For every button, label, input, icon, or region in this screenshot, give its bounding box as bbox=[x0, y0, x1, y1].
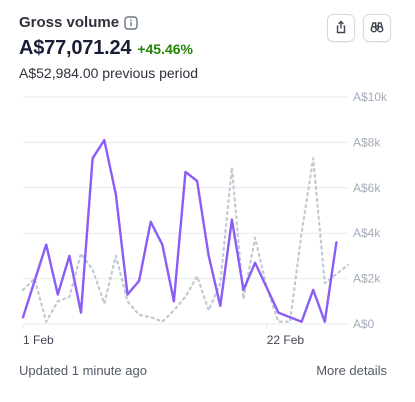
current-period-line bbox=[21, 138, 338, 323]
x-axis-ticks: 1 Feb 22 Feb bbox=[22, 324, 305, 347]
x-tick-label: 22 Feb bbox=[267, 333, 305, 347]
title-row: Gross volume bbox=[19, 14, 138, 31]
current-period-series bbox=[21, 138, 338, 323]
y-tick-label: A$6k bbox=[353, 181, 381, 195]
share-export-icon bbox=[334, 20, 348, 37]
y-tick-label: A$2k bbox=[353, 272, 381, 286]
y-tick-label: A$4k bbox=[353, 226, 381, 240]
more-details-link[interactable]: More details bbox=[316, 363, 387, 378]
previous-period-line bbox=[21, 157, 350, 323]
x-tick-label: 1 Feb bbox=[23, 333, 54, 347]
compare-button[interactable] bbox=[363, 14, 391, 42]
gross-volume-chart: A$0 A$2k A$4k A$6k A$8k A$10k 1 Feb 22 Feb bbox=[21, 90, 388, 347]
y-tick-label: A$10k bbox=[353, 90, 388, 104]
y-axis-ticks: A$0 A$2k A$4k A$6k A$8k A$10k bbox=[353, 90, 388, 331]
gross-volume-value: A$77,071.24 bbox=[19, 37, 132, 59]
info-icon[interactable] bbox=[124, 15, 138, 30]
y-tick-label: A$8k bbox=[353, 135, 381, 149]
delta-badge: +45.46% bbox=[137, 41, 194, 57]
previous-period-value: A$52,984.00 previous period bbox=[19, 65, 199, 81]
grid-lines bbox=[23, 96, 348, 325]
export-button[interactable] bbox=[327, 14, 355, 42]
value-row: A$77,071.24 +45.46% bbox=[19, 37, 193, 60]
y-tick-label: A$0 bbox=[353, 317, 375, 331]
previous-period-series bbox=[21, 157, 350, 323]
binoculars-icon bbox=[370, 20, 384, 37]
last-updated-text: Updated 1 minute ago bbox=[19, 363, 147, 378]
card-title: Gross volume bbox=[19, 14, 120, 31]
